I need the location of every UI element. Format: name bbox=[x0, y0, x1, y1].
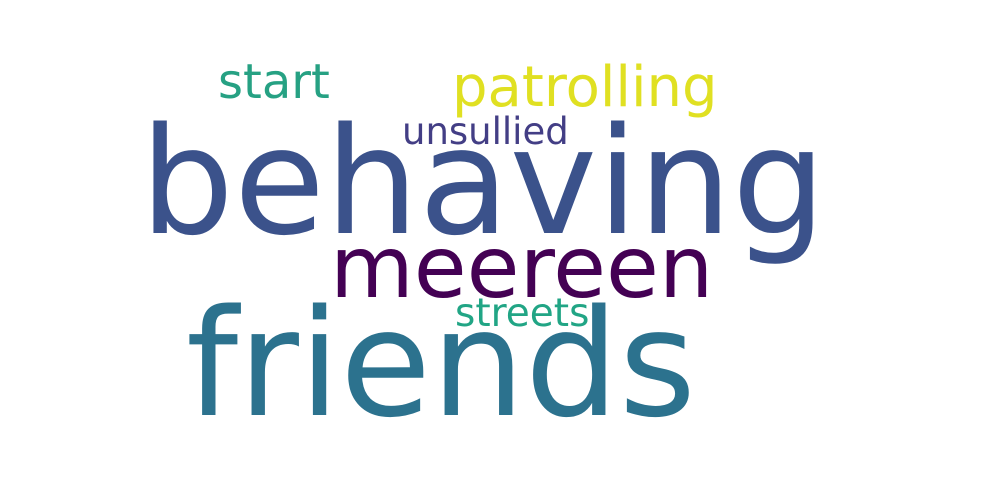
word-meereen: meereen bbox=[330, 218, 714, 318]
word-patrolling: patrolling bbox=[452, 55, 718, 120]
word-unsullied: unsullied bbox=[402, 110, 569, 153]
word-friends: friends bbox=[186, 278, 696, 450]
word-behaving: behaving bbox=[140, 96, 826, 268]
word-streets: streets bbox=[455, 291, 590, 336]
word-start: start bbox=[218, 54, 330, 110]
